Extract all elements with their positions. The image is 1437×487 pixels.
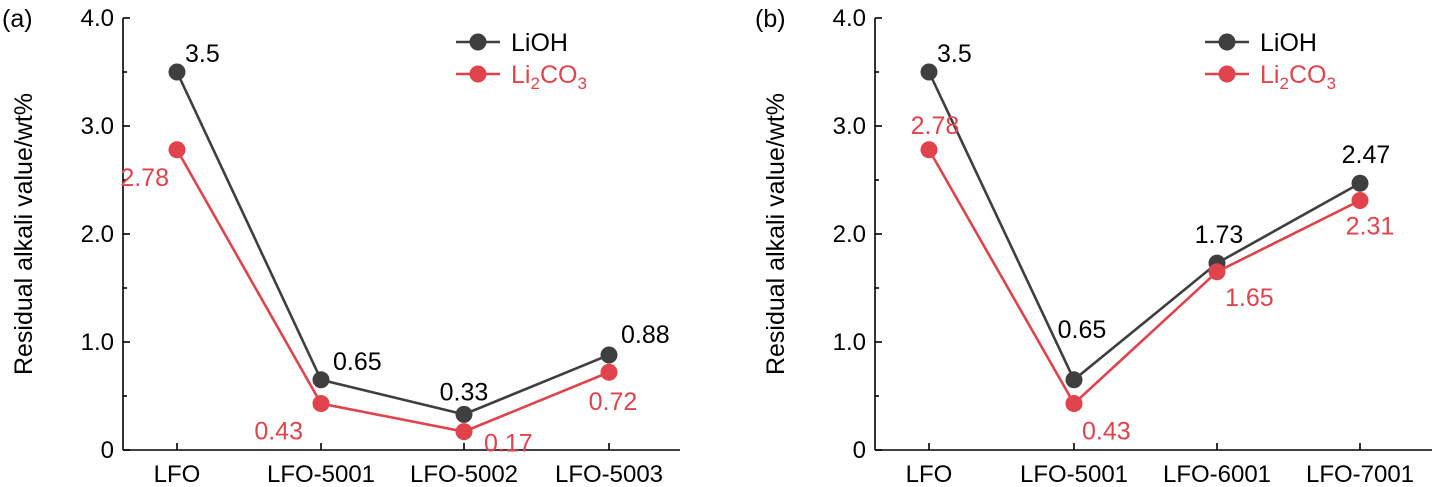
x-tick-label: LFO-5001 (1020, 461, 1128, 487)
data-label: 2.31 (1346, 213, 1395, 241)
data-point (920, 63, 938, 81)
data-point (920, 141, 938, 159)
series-lioh: 3.5 0.65 1.73 2.47 (920, 40, 1391, 389)
panel-label: (a) (2, 5, 33, 33)
legend: LiOH Li2CO3 (1205, 29, 1336, 93)
data-label: 3.5 (937, 40, 972, 68)
data-label: 0.33 (440, 378, 489, 406)
data-label: 3.5 (185, 40, 220, 68)
y-tick-label: 0 (101, 437, 114, 464)
data-label: 1.73 (1195, 221, 1244, 249)
legend-label-part: 2 (1279, 74, 1288, 93)
x-tick-label: LFO (906, 461, 953, 487)
legend-marker (469, 33, 487, 51)
legend-label: Li2CO3 (1260, 61, 1336, 93)
data-label: 2.78 (120, 164, 169, 192)
data-point (312, 371, 330, 389)
data-point (600, 363, 618, 381)
data-label: 1.65 (1225, 284, 1274, 312)
legend-marker (1218, 65, 1236, 83)
data-label: 0.72 (589, 388, 638, 416)
series-li2co3: 2.78 0.43 0.17 0.72 (120, 141, 638, 458)
legend-label-part: 3 (1326, 74, 1335, 93)
series-lioh: 3.5 0.65 0.33 0.88 (168, 40, 670, 423)
y-tick-label: 4.0 (833, 5, 866, 32)
data-point (1351, 174, 1369, 192)
data-point (455, 405, 473, 423)
x-tick-label: LFO-6001 (1163, 461, 1271, 487)
y-tick-label: 3.0 (81, 113, 114, 140)
data-point (600, 346, 618, 364)
chart-panel-b: 0 1.0 2.0 3.0 4.0 LFO LFO-5001 LFO-6001 LFO-7001… (755, 5, 1432, 487)
data-label: 0.43 (254, 418, 303, 446)
data-point (1065, 371, 1083, 389)
y-tick-label: 1.0 (833, 329, 866, 356)
data-point (312, 395, 330, 413)
y-axis-label: Residual alkali value/wt% (10, 93, 38, 375)
legend-marker (1218, 33, 1236, 51)
series-line (175, 149, 610, 433)
series-line (927, 71, 1361, 382)
x-tick-label: LFO (154, 461, 201, 487)
y-tick-label: 1.0 (81, 329, 114, 356)
data-point (1208, 263, 1226, 281)
data-label: 0.43 (1082, 418, 1131, 446)
data-point (1065, 395, 1083, 413)
data-label: 2.78 (911, 112, 960, 140)
legend-label-part: CO (1289, 61, 1327, 89)
y-tick-label: 0 (853, 437, 866, 464)
data-point (168, 63, 186, 81)
legend: LiOH Li2CO3 (456, 29, 587, 93)
chart-panel-a: 0 1.0 2.0 3.0 4.0 LFO LFO-5001 LFO-5002 LFO-5003… (2, 5, 680, 487)
data-point (168, 141, 186, 159)
series-line (927, 149, 1361, 406)
series-li2co3: 2.78 0.43 1.65 2.31 (911, 112, 1395, 446)
x-tick-label: LFO-5001 (267, 461, 375, 487)
data-label: 0.17 (484, 430, 533, 458)
data-label: 0.65 (1058, 316, 1107, 344)
legend-label-part: 3 (577, 74, 586, 93)
y-tick-label: 3.0 (833, 113, 866, 140)
legend-label: LiOH (1260, 29, 1317, 57)
legend-label: Li2CO3 (511, 61, 587, 93)
legend-label-part: Li (1260, 61, 1279, 89)
legend-label-part: 2 (530, 74, 539, 93)
x-tick-label: LFO-5002 (410, 461, 518, 487)
data-label: 0.65 (333, 348, 382, 376)
x-tick-label: LFO-5003 (555, 461, 663, 487)
data-point (1351, 192, 1369, 210)
panel-label: (b) (755, 5, 786, 33)
y-tick-label: 2.0 (81, 221, 114, 248)
series-line (175, 71, 610, 416)
legend-label: LiOH (511, 29, 568, 57)
y-tick-label: 2.0 (833, 221, 866, 248)
y-axis-label: Residual alkali value/wt% (762, 93, 790, 375)
legend-label-part: CO (540, 61, 578, 89)
legend-label-part: Li (511, 61, 530, 89)
y-tick-label: 4.0 (81, 5, 114, 32)
data-point (455, 423, 473, 441)
data-label: 2.47 (1342, 141, 1391, 169)
legend-marker (469, 65, 487, 83)
x-tick-label: LFO-7001 (1306, 461, 1414, 487)
data-label: 0.88 (621, 321, 670, 349)
